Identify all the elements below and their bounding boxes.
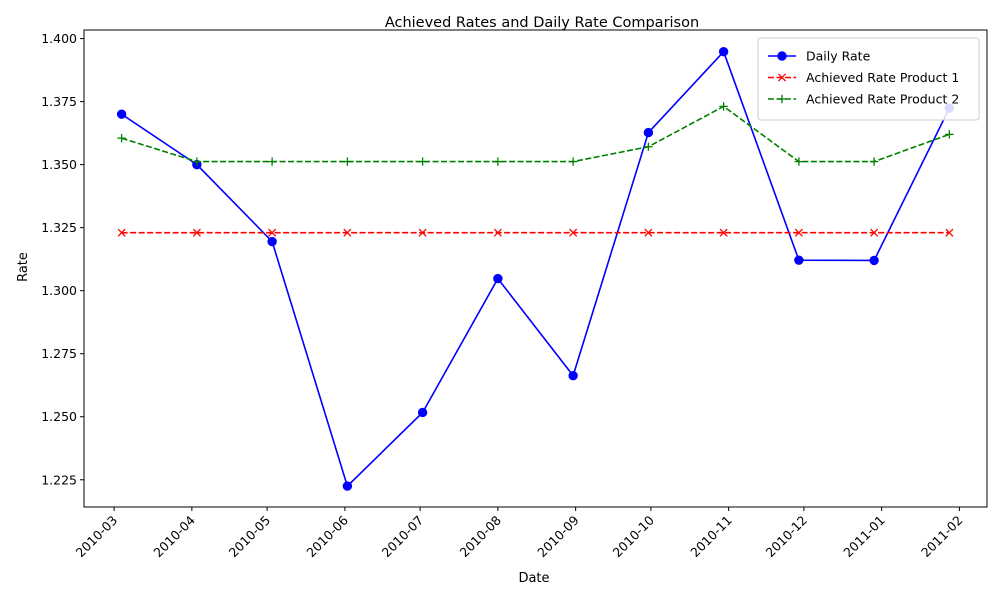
x-tick-label: 2010-04 [150,512,198,560]
x-tick-label: 2010-12 [762,513,810,561]
data-point [945,130,954,139]
data-point [945,228,954,237]
data-point [568,157,578,166]
data-point [342,481,353,491]
y-tick-label: 1.375 [41,94,77,109]
series-line [121,105,950,163]
data-point [719,102,728,111]
data-point [192,157,202,166]
y-axis-label: Rate [16,252,31,282]
data-point [718,46,729,57]
data-point [493,157,503,166]
x-tick-label: 2010-10 [609,512,657,560]
plot-frame [83,29,988,508]
data-point [116,109,127,119]
data-point [644,142,653,151]
legend-marker [777,73,787,82]
x-tick-label: 2010-06 [303,512,351,560]
data-point [418,228,427,237]
legend-entry-label: Achieved Rate Product 1 [806,70,959,85]
y-tick-label: 1.250 [41,409,77,424]
data-point [643,127,654,138]
data-point [869,255,879,266]
data-point [794,228,803,237]
data-point [418,157,427,166]
data-point [267,236,277,247]
data-point [493,228,502,237]
data-point [794,157,804,166]
y-tick-label: 1.225 [41,472,77,487]
series-line [121,50,951,488]
y-tick-label: 1.350 [41,157,77,172]
y-tick-label: 1.325 [41,220,77,235]
data-point [268,228,277,237]
y-tick-label: 1.300 [41,283,77,298]
x-tick-label: 2010-09 [534,512,582,560]
data-point [117,228,126,237]
legend-marker [777,51,787,61]
y-tick-label: 1.275 [41,346,77,361]
legend-entry-label: Daily Rate [806,49,871,64]
data-point [719,228,728,237]
x-tick-label: 2011-01 [840,513,888,561]
data-point [117,133,126,143]
data-point [568,370,578,381]
legend: Daily Rate Achieved Rate Product 1 Achieve… [757,37,980,121]
legend-marker [777,94,787,104]
data-point [794,255,804,265]
data-point [267,157,277,166]
data-point [343,157,352,166]
chart-title: Achieved Rates and Daily Rate Comparison [385,15,699,31]
data-point [417,407,428,418]
x-tick-label: 2010-11 [687,513,735,561]
data-point [343,228,352,237]
x-axis-label: Date [518,571,549,586]
legend-entry-label: Achieved Rate Product 2 [806,92,959,107]
x-tick-label: 2010-08 [456,512,504,560]
x-tick-label: 2010-05 [226,513,274,561]
data-point [869,157,879,166]
x-tick-label: 2011-02 [918,513,966,561]
data-point [192,228,201,237]
legend-box [757,37,980,121]
data-point [493,273,503,284]
x-tick-label: 2010-03 [73,513,121,561]
data-point [870,228,879,237]
data-point [644,228,653,237]
x-tick-label: 2010-07 [379,513,427,561]
y-tick-label: 1.400 [41,31,77,46]
data-point [569,228,578,237]
